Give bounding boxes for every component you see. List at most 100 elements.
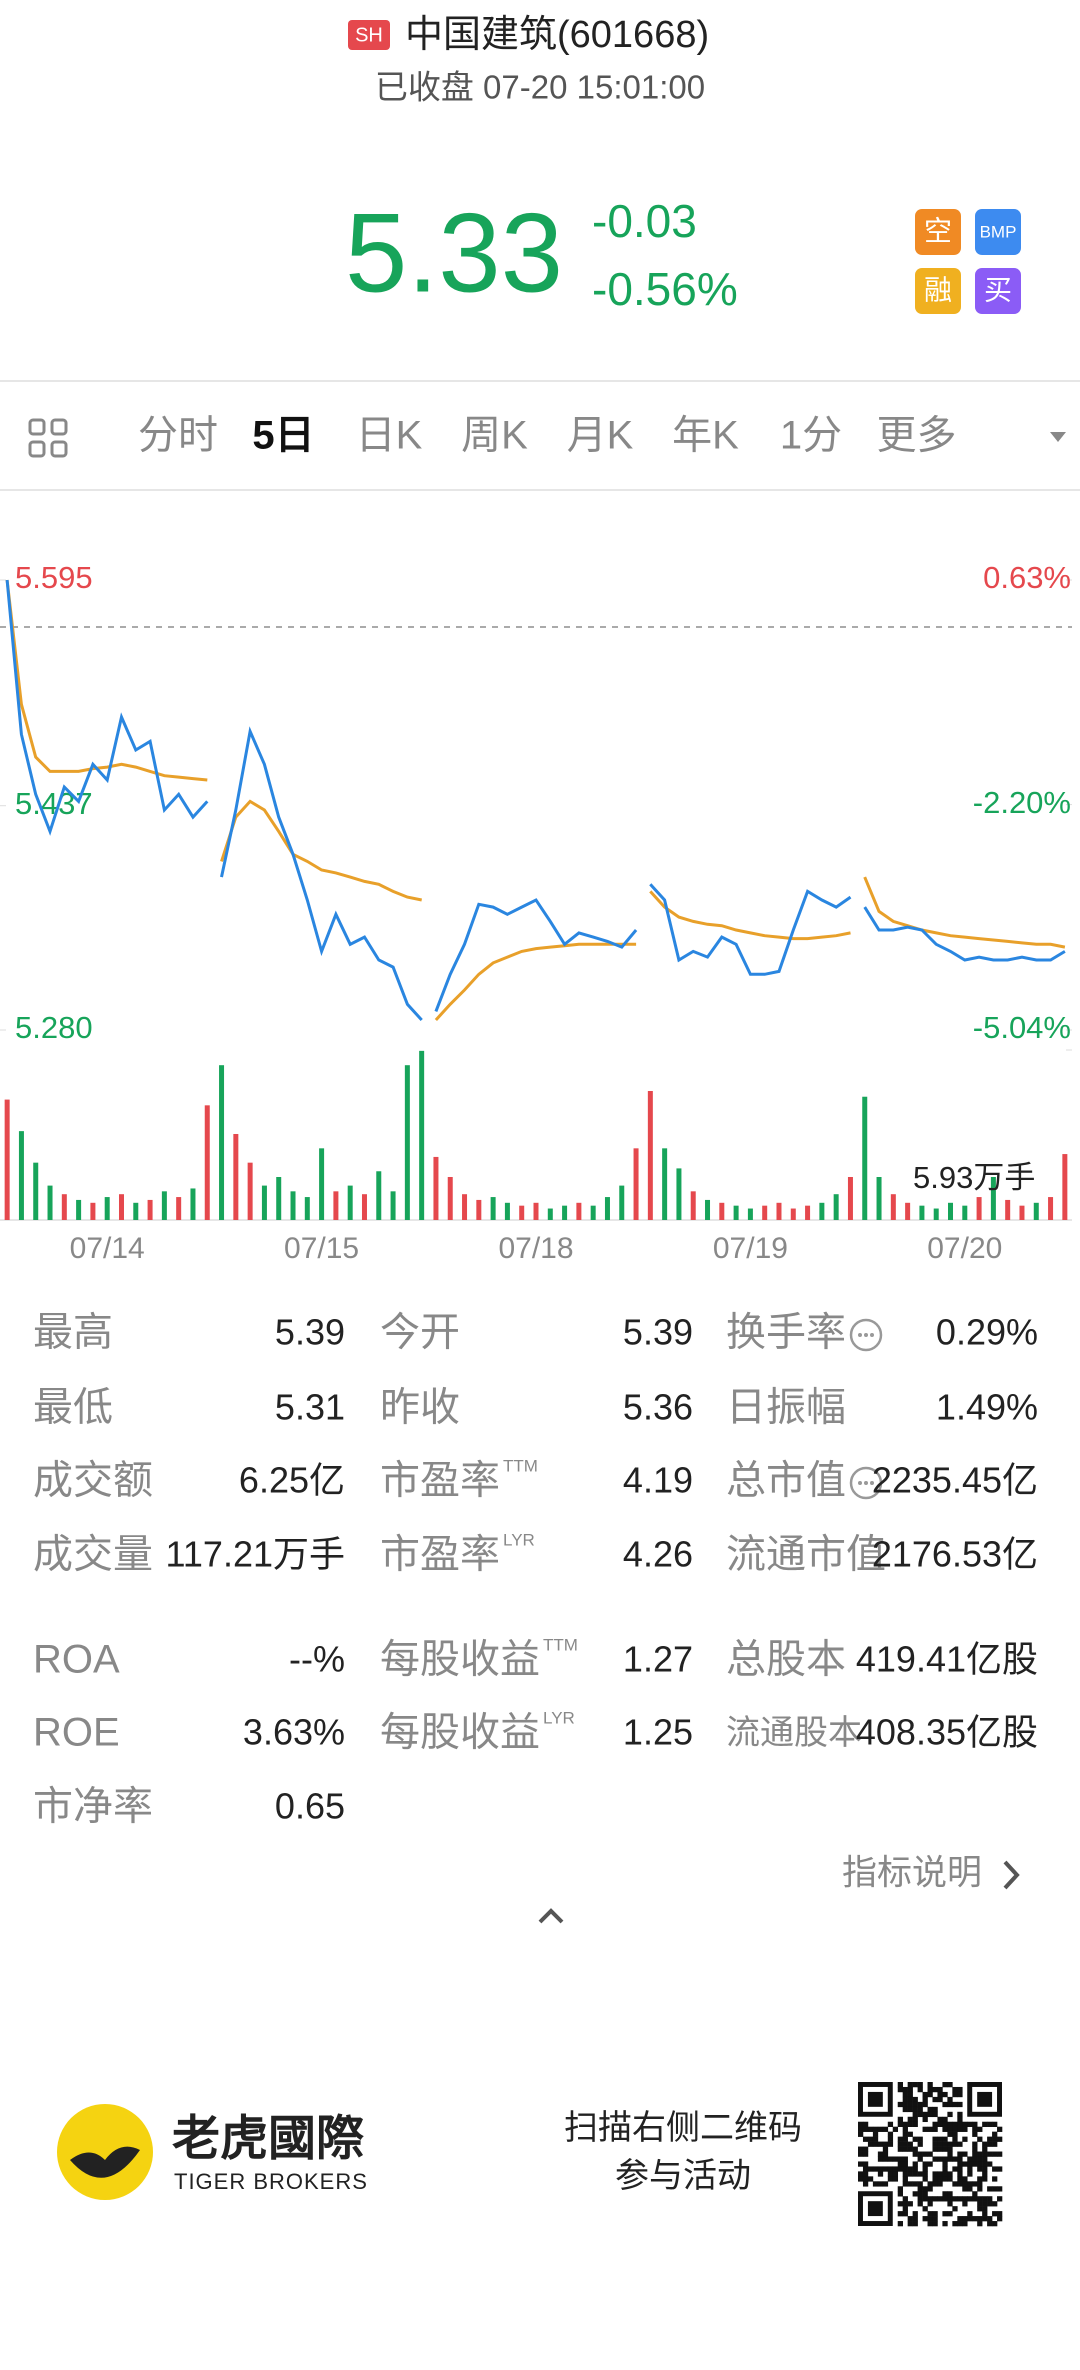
qr-module bbox=[858, 2126, 864, 2132]
qr-module bbox=[922, 2151, 928, 2157]
tab[interactable]: 更多 bbox=[877, 414, 957, 458]
info-icon[interactable] bbox=[849, 1318, 883, 1352]
qr-module bbox=[922, 2096, 928, 2103]
feature-badge-bg[interactable] bbox=[915, 268, 961, 314]
volume-bar bbox=[4, 1099, 10, 1220]
qr-module bbox=[922, 2196, 928, 2202]
volume-bar bbox=[762, 1205, 768, 1220]
qr-module bbox=[872, 2166, 879, 2172]
qr-module bbox=[957, 2151, 963, 2157]
qr-module bbox=[912, 2136, 918, 2142]
link-chevron[interactable] bbox=[1003, 1860, 1020, 1890]
qr-module bbox=[942, 2176, 948, 2182]
qr-module bbox=[872, 2141, 879, 2147]
stat-label: 最高 bbox=[33, 1311, 113, 1355]
indicator-link[interactable]: 指标说明 bbox=[842, 1853, 982, 1892]
qr-module bbox=[917, 2086, 923, 2093]
brand: 老虎國際 bbox=[172, 2113, 364, 2166]
x-tick-label: 07/20 bbox=[927, 1232, 1002, 1265]
tab[interactable]: 年K bbox=[672, 414, 739, 458]
more-arrow[interactable] bbox=[1050, 432, 1066, 442]
qr-module bbox=[987, 2151, 993, 2157]
qr-module bbox=[952, 2136, 958, 2142]
qr-module bbox=[927, 2106, 933, 2113]
volume-bar bbox=[590, 1205, 596, 1220]
qr-module bbox=[942, 2161, 948, 2167]
qr-module bbox=[897, 2086, 903, 2093]
volume-bar bbox=[1033, 1202, 1039, 1220]
qr-module bbox=[982, 2141, 988, 2147]
x-tick-label: 07/18 bbox=[498, 1232, 573, 1265]
stat-label: 每股收益 bbox=[380, 1711, 540, 1755]
qr-module bbox=[907, 2146, 913, 2152]
qr-module bbox=[967, 2171, 973, 2177]
tab[interactable]: 1分 bbox=[780, 414, 842, 458]
layout-icon[interactable] bbox=[28, 418, 68, 458]
stat-label: 昨收 bbox=[380, 1386, 460, 1430]
qr-module bbox=[977, 2176, 983, 2182]
price-change-pct: -0.56% bbox=[592, 263, 738, 315]
tab[interactable]: 日K bbox=[356, 414, 423, 458]
tab[interactable]: 分时 bbox=[138, 414, 218, 458]
stat-label-sup: LYR bbox=[503, 1530, 535, 1549]
qr-module bbox=[947, 2131, 953, 2137]
stat-label: 总市值 bbox=[726, 1459, 846, 1503]
qr-module bbox=[942, 2191, 948, 2197]
qr-module bbox=[897, 2116, 903, 2123]
qr-module bbox=[932, 2171, 938, 2177]
y-tick-label: 5.280 bbox=[15, 1010, 93, 1045]
qr-module bbox=[987, 2161, 993, 2167]
qr-module bbox=[927, 2181, 933, 2187]
info-icon-dot bbox=[870, 1481, 874, 1485]
qr-module bbox=[932, 2176, 938, 2182]
feature-badge-bg[interactable] bbox=[975, 268, 1021, 314]
qr-module bbox=[957, 2171, 963, 2177]
qr-module bbox=[972, 2216, 978, 2222]
logo bbox=[57, 2104, 153, 2200]
qr-module bbox=[902, 2166, 908, 2172]
info-icon[interactable] bbox=[849, 1466, 883, 1500]
stat-value: 4.19 bbox=[623, 1460, 693, 1501]
qr-module bbox=[892, 2171, 899, 2177]
qr-module bbox=[937, 2146, 943, 2152]
qr-module bbox=[907, 2101, 913, 2108]
qr-module bbox=[997, 2136, 1003, 2142]
qr-module bbox=[937, 2121, 943, 2127]
volume-bar bbox=[948, 1202, 954, 1220]
qr-module bbox=[912, 2082, 918, 2088]
qr-module bbox=[962, 2176, 968, 2182]
qr-module bbox=[932, 2181, 938, 2187]
stat-label-sup: TTM bbox=[503, 1456, 538, 1475]
qr-module bbox=[957, 2126, 963, 2132]
qr-module bbox=[922, 2161, 928, 2167]
feature-badge-bg[interactable] bbox=[915, 209, 961, 255]
volume-bar bbox=[290, 1191, 296, 1220]
volume-bar bbox=[647, 1090, 653, 1220]
volume-bar bbox=[847, 1176, 853, 1220]
qr-module bbox=[972, 2151, 978, 2157]
qr-module bbox=[907, 2131, 913, 2137]
feature-badge-bg[interactable] bbox=[975, 209, 1021, 255]
collapse-caret[interactable] bbox=[538, 1908, 564, 1924]
qr-module bbox=[902, 2086, 908, 2093]
qr-module bbox=[982, 2156, 988, 2162]
tab[interactable]: 月K bbox=[567, 414, 634, 458]
y2-tick-label: 0.63% bbox=[983, 560, 1071, 595]
tab[interactable]: 5日 bbox=[252, 414, 314, 458]
qr-module bbox=[947, 2141, 953, 2147]
qr-module bbox=[897, 2101, 903, 2108]
qr-module bbox=[967, 2156, 973, 2162]
qr-module bbox=[937, 2116, 943, 2123]
qr-module bbox=[992, 2151, 998, 2157]
qr-module bbox=[972, 2181, 978, 2187]
qr-module bbox=[932, 2221, 938, 2227]
qr-module bbox=[982, 2176, 988, 2182]
qr-module bbox=[862, 2181, 869, 2187]
qr-module bbox=[897, 2166, 903, 2172]
tab[interactable]: 周K bbox=[461, 414, 528, 458]
qr-module bbox=[982, 2206, 988, 2212]
volume-bar bbox=[504, 1202, 510, 1220]
qr-module bbox=[982, 2161, 988, 2167]
qr-module bbox=[942, 2156, 948, 2162]
